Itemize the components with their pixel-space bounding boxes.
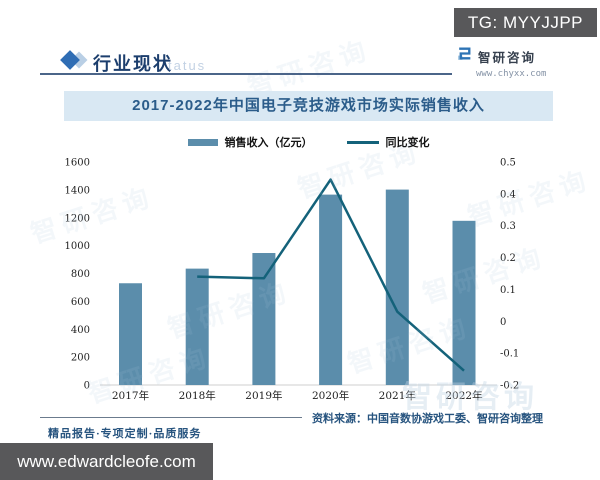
website-badge: www.edwardcleofe.com	[0, 443, 213, 480]
status-watermark-text: tatus	[168, 58, 207, 73]
y2-axis-tick: 0.1	[500, 285, 516, 296]
y-axis-tick: 800	[71, 269, 90, 280]
legend-label-revenue: 销售收入（亿元）	[224, 137, 313, 149]
y2-axis-tick: -0.2	[500, 381, 519, 392]
legend-item-revenue: 销售收入（亿元）	[187, 134, 313, 150]
x-axis-label: 2019年	[245, 389, 282, 402]
header-divider	[40, 73, 452, 75]
x-axis-label: 2022年	[445, 389, 482, 402]
chart-title: 2017-2022年中国电子竞技游戏市场实际销售收入	[64, 91, 553, 121]
data-source-note: 资料来源：中国音数协游戏工委、智研咨询整理	[312, 413, 543, 425]
y2-axis-tick: -0.1	[500, 349, 519, 360]
bar-2019年	[252, 253, 276, 385]
bar-2020年	[319, 194, 343, 385]
diamond-bullet-icon	[60, 50, 89, 70]
x-axis-label: 2017年	[112, 389, 149, 402]
y-axis-tick: 0	[84, 381, 90, 392]
x-axis-label: 2020年	[312, 389, 349, 402]
y-axis-tick: 1000	[65, 241, 90, 252]
y-axis-tick: 600	[71, 297, 90, 308]
y2-axis-tick: 0	[500, 317, 506, 328]
tg-badge: TG: MYYJJPP	[453, 8, 597, 37]
y-axis-tick: 200	[71, 353, 90, 364]
y-axis-tick: 1200	[65, 213, 90, 224]
x-axis-label: 2018年	[179, 389, 216, 402]
zhiyan-logo-icon	[456, 45, 473, 67]
section-title: 行业现状	[93, 54, 173, 74]
bar-2022年	[452, 220, 476, 385]
y2-axis-tick: 0.5	[500, 158, 516, 169]
y-axis-tick: 400	[71, 325, 90, 336]
y2-axis-tick: 0.2	[500, 253, 516, 264]
bar-swatch-icon	[187, 138, 218, 146]
chart-legend: 销售收入（亿元） 同比变化	[64, 134, 553, 150]
y-axis-tick: 1600	[65, 158, 90, 169]
bar-2018年	[185, 268, 209, 385]
legend-item-yoy: 同比变化	[346, 134, 430, 150]
y-axis-tick: 1400	[65, 185, 90, 196]
line-swatch-icon	[346, 140, 379, 144]
yoy-line	[197, 178, 465, 372]
legend-label-yoy: 同比变化	[385, 137, 430, 149]
bar-2021年	[385, 189, 409, 385]
brand-name: 智研咨询	[478, 50, 537, 65]
footer-tagline: 精品报告·专项定制·品质服务	[48, 428, 202, 440]
brand-block: 智研咨询 www.chyxx.com	[456, 45, 566, 79]
y2-axis-tick: 0.3	[500, 221, 516, 232]
brand-url: www.chyxx.com	[476, 69, 547, 79]
y2-axis-tick: 0.4	[500, 189, 516, 200]
x-axis-label: 2021年	[379, 389, 416, 402]
bar-2017年	[119, 283, 142, 385]
footer-divider	[40, 417, 302, 418]
